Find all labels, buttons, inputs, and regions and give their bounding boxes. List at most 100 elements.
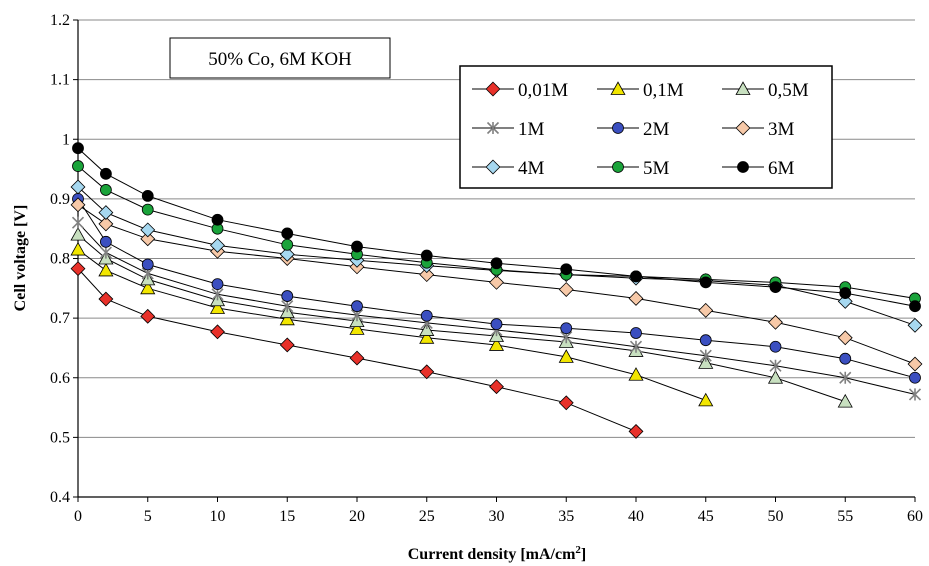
series-line (77, 147, 916, 307)
series-markers (70, 142, 923, 439)
data-point (419, 267, 435, 283)
data-point (98, 216, 114, 232)
axes: 0.4 0.5 0.6 0.7 0.8 0.9 1 1.1 1.2 0 5 10 15 20 25 30 35 4… (50, 12, 923, 525)
x-tick-label: 30 (489, 508, 505, 525)
legend-label: 2M (643, 119, 670, 140)
data-point (907, 356, 923, 372)
data-point (349, 321, 365, 335)
data-point (699, 349, 712, 362)
series-line (77, 165, 916, 299)
data-point (209, 300, 226, 314)
data-point (420, 249, 433, 262)
data-point (839, 287, 852, 299)
x-tick-label: 25 (419, 508, 435, 525)
legend-marker (735, 120, 751, 136)
data-point (628, 367, 644, 381)
x-tick-label: 10 (210, 508, 226, 525)
data-point (767, 370, 784, 384)
x-tick-label: 50 (768, 508, 784, 525)
data-point (141, 203, 154, 216)
data-point (629, 340, 643, 353)
y-tick-label: 0.4 (50, 489, 70, 506)
data-point (698, 302, 714, 318)
data-point (98, 205, 114, 221)
data-point (488, 337, 505, 351)
data-point (908, 388, 922, 401)
data-point (279, 311, 295, 326)
legend-label: 0,5M (768, 80, 809, 101)
data-point (769, 281, 782, 294)
data-point (141, 258, 154, 271)
data-point (70, 261, 86, 277)
data-point (281, 227, 294, 240)
legend: 0,01M 0,1M 0,5M 1M 2M 3M 4M 5M 6M (459, 65, 833, 189)
data-point (699, 334, 712, 347)
legend-marker (737, 161, 749, 173)
x-tick-label: 45 (698, 508, 714, 525)
data-point (141, 189, 154, 202)
data-point (768, 314, 783, 330)
data-point (490, 257, 503, 270)
data-point (558, 349, 574, 363)
series-line (77, 198, 916, 379)
data-point (281, 238, 294, 251)
data-point (72, 160, 84, 172)
data-point (698, 355, 714, 369)
data-point (210, 237, 225, 253)
data-point (70, 197, 86, 213)
data-point (281, 290, 294, 302)
data-point (628, 291, 644, 306)
data-point (628, 423, 644, 439)
data-point (140, 231, 156, 247)
x-tick-label: 15 (279, 508, 295, 525)
legend-label: 5M (643, 158, 670, 179)
data-point (698, 392, 714, 407)
data-point (769, 340, 782, 353)
legend-label: 4M (518, 158, 545, 179)
data-point (839, 352, 852, 365)
data-point (100, 167, 112, 180)
data-point (630, 270, 642, 283)
y-tick-label: 0.6 (50, 370, 70, 387)
x-axis-title-end: ] (581, 546, 586, 563)
legend-marker (486, 121, 500, 135)
x-tick-label: 35 (558, 508, 574, 525)
data-point (490, 318, 503, 330)
series-line (77, 222, 916, 395)
legend-marker (612, 122, 624, 134)
legend-label: 3M (768, 119, 795, 140)
data-point (837, 393, 853, 408)
data-point (630, 327, 642, 339)
data-point (98, 291, 114, 307)
data-point (419, 322, 435, 336)
data-point (211, 213, 224, 226)
legend-marker (485, 81, 501, 97)
data-point (100, 235, 112, 248)
data-point (140, 222, 156, 238)
legend-marker (485, 159, 501, 175)
data-point (210, 324, 225, 340)
legend-label: 6M (768, 158, 795, 179)
data-point (420, 309, 433, 322)
data-point (489, 379, 504, 395)
series-line (77, 268, 637, 432)
x-tick-label: 0 (74, 508, 82, 525)
legend-label: 0,01M (518, 80, 568, 101)
x-tick-label: 20 (349, 508, 365, 525)
y-tick-label: 0.7 (50, 310, 70, 327)
series-lines (77, 147, 916, 432)
data-point (100, 184, 112, 196)
x-axis-title-superscript: 2 (575, 544, 581, 556)
data-point (558, 395, 574, 411)
y-tick-label: 1.1 (50, 72, 70, 89)
data-point (279, 246, 295, 262)
data-point (699, 276, 712, 289)
data-point (907, 317, 923, 333)
data-point (140, 308, 156, 324)
data-point (419, 330, 435, 344)
data-point (560, 322, 573, 335)
data-point (211, 278, 224, 291)
y-tick-label: 1 (62, 131, 70, 148)
data-point (560, 263, 573, 276)
